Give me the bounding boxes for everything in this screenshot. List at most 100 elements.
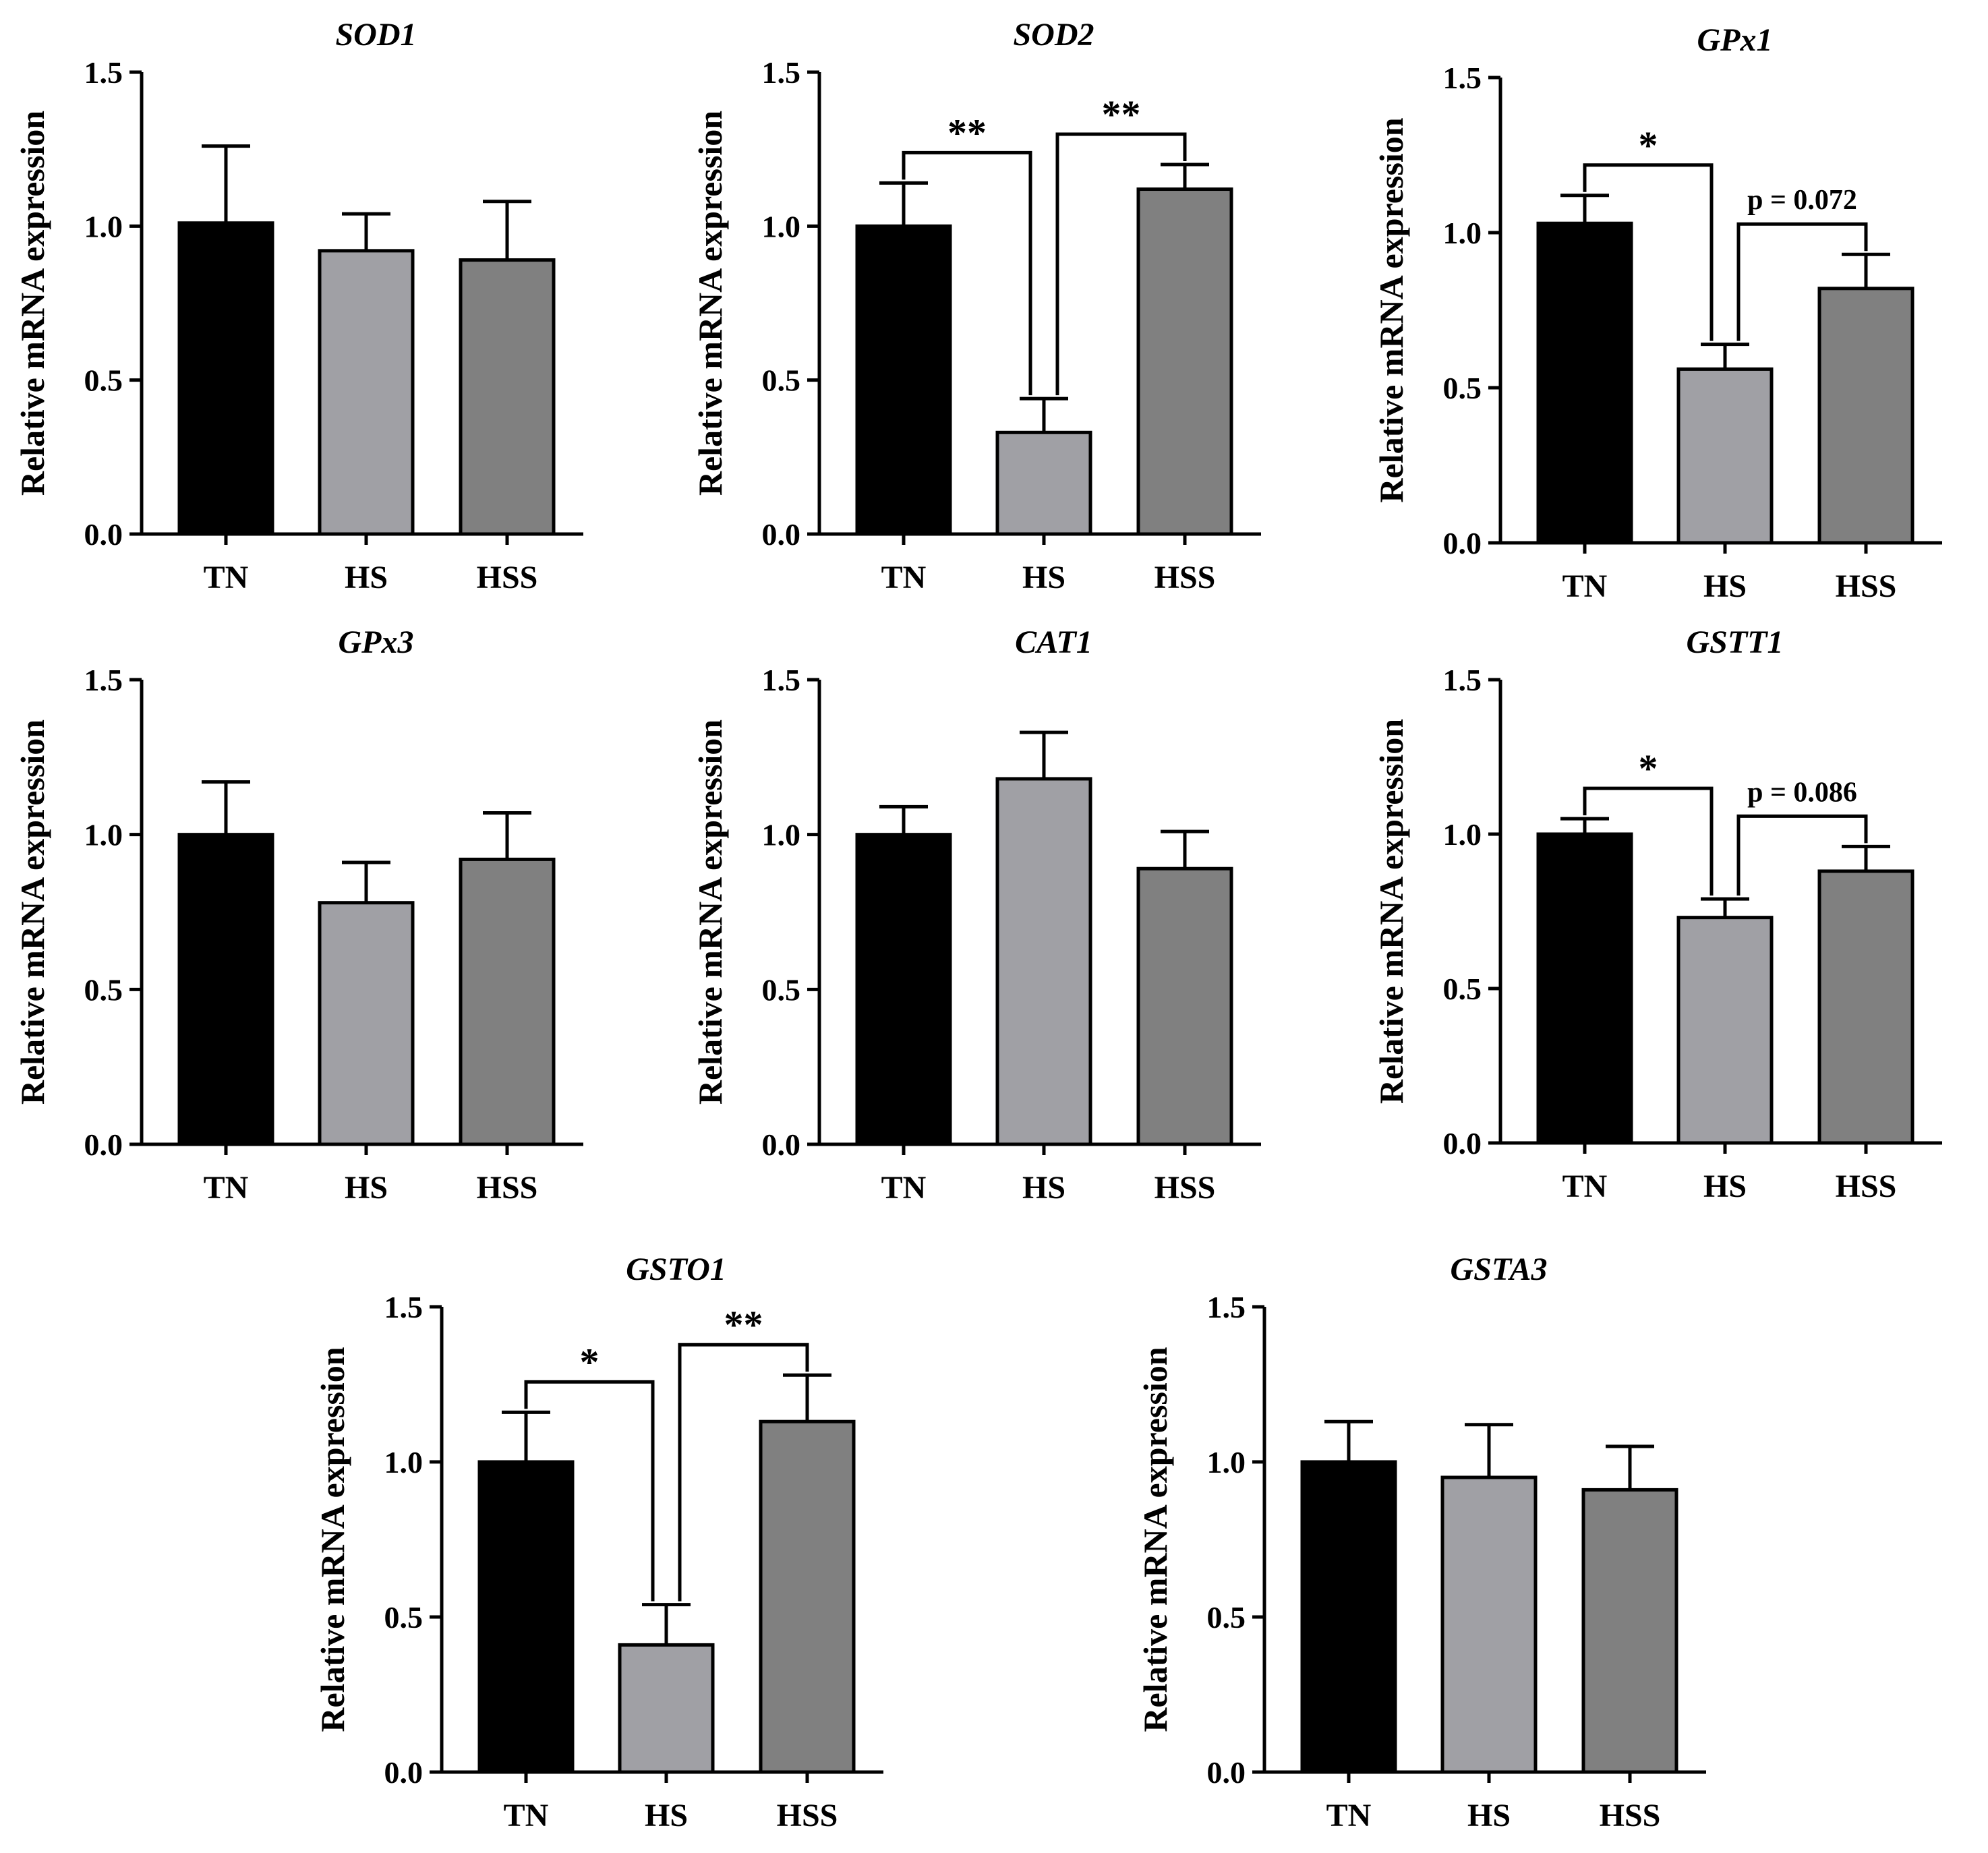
- y-axis-label: Relative mRNA expression: [13, 111, 51, 496]
- y-tick-label: 1.5: [84, 663, 123, 697]
- significance-bracket: [1736, 814, 1868, 896]
- bar-hs: [618, 1643, 715, 1774]
- panel-title: GSTA3: [1450, 1252, 1547, 1287]
- bar-tn: [855, 224, 952, 536]
- x-tick-label-tn: TN: [881, 560, 927, 595]
- x-tick-label-tn: TN: [881, 1170, 927, 1206]
- y-tick-label: 1.5: [1443, 663, 1482, 697]
- panel-title: GSTO1: [626, 1252, 726, 1287]
- x-tick-label-hs: HS: [1022, 560, 1065, 595]
- y-tick-label: 0.0: [762, 517, 801, 552]
- y-axis-label: Relative mRNA expression: [1372, 719, 1410, 1104]
- bar-tn: [177, 833, 274, 1146]
- bar-tn: [1300, 1460, 1397, 1774]
- panel-cat1: CAT1 Relative mRNA expression 0.0 0.5 1.0 1.5…: [691, 624, 1261, 1206]
- x-tick-label-hs: HS: [1703, 568, 1747, 604]
- panel-gstt1: GSTT1 Relative mRNA expression 0.0 0.5 1.0 1.…: [1372, 624, 1942, 1204]
- y-tick-label: 1.5: [384, 1290, 423, 1324]
- bar-tn: [855, 833, 952, 1146]
- x-tick-label-hs: HS: [345, 560, 388, 595]
- bar-tn: [477, 1460, 575, 1774]
- x-tick-label-hss: HSS: [1836, 568, 1897, 604]
- y-tick-label: 0.5: [1207, 1600, 1246, 1635]
- y-tick-label: 0.5: [762, 972, 801, 1007]
- significance-stars: **: [947, 111, 987, 154]
- bar-hss: [1817, 869, 1914, 1145]
- y-tick-label: 0.5: [84, 363, 123, 398]
- y-axis-label: Relative mRNA expression: [1372, 117, 1410, 502]
- p-value-label: p = 0.086: [1747, 777, 1857, 808]
- x-tick-label-tn: TN: [1562, 1169, 1608, 1204]
- y-tick-label: 0.0: [1443, 1126, 1482, 1160]
- y-tick-label: 1.5: [762, 663, 801, 697]
- bar-hss: [1136, 187, 1233, 536]
- bar-hs: [1676, 916, 1774, 1145]
- panel-gpx1: GPx1 Relative mRNA expression 0.0 0.5 1.0 1.5…: [1372, 22, 1942, 604]
- significance-stars: *: [580, 1340, 600, 1384]
- y-tick-label: 1.5: [1207, 1290, 1246, 1324]
- y-tick-label: 1.0: [384, 1445, 423, 1479]
- x-tick-label-tn: TN: [204, 560, 249, 595]
- x-tick-label-hs: HS: [345, 1170, 388, 1206]
- x-tick-label-hss: HSS: [477, 560, 538, 595]
- significance-bracket: [1583, 163, 1714, 341]
- y-tick-label: 1.5: [1443, 61, 1482, 95]
- significance-stars: **: [724, 1303, 763, 1347]
- bar-tn: [1536, 221, 1633, 545]
- x-tick-label-hss: HSS: [1154, 560, 1216, 595]
- y-tick-label: 0.0: [762, 1127, 801, 1162]
- bar-tn: [1536, 832, 1633, 1145]
- y-tick-label: 0.0: [84, 1127, 123, 1162]
- y-tick-label: 0.5: [762, 363, 801, 398]
- y-tick-label: 1.5: [762, 55, 801, 90]
- bar-hss: [1136, 866, 1233, 1146]
- panel-gsta3: GSTA3 Relative mRNA expression 0.0 0.5 1.0 1.…: [1136, 1252, 1706, 1833]
- y-tick-label: 0.5: [84, 972, 123, 1007]
- x-tick-label-hss: HSS: [777, 1798, 838, 1833]
- significance-bracket: [1583, 786, 1714, 896]
- panel-gpx3: GPx3 Relative mRNA expression 0.0 0.5 1.0 1.5…: [13, 624, 583, 1206]
- x-tick-label-hs: HS: [645, 1798, 688, 1833]
- x-tick-label-hss: HSS: [1600, 1798, 1661, 1833]
- bar-hs: [1676, 367, 1774, 545]
- y-tick-label: 0.0: [84, 517, 123, 552]
- x-tick-label-hss: HSS: [477, 1170, 538, 1206]
- x-tick-label-tn: TN: [1562, 568, 1608, 604]
- significance-stars: *: [1639, 746, 1658, 790]
- significance-bracket: [524, 1380, 655, 1601]
- bar-hs: [995, 430, 1092, 536]
- y-axis-label: Relative mRNA expression: [691, 719, 729, 1105]
- bar-hss: [459, 258, 556, 536]
- p-value-label: p = 0.072: [1747, 185, 1857, 216]
- y-tick-label: 0.0: [1207, 1755, 1246, 1790]
- bar-hs: [995, 777, 1092, 1146]
- x-tick-label-hs: HS: [1703, 1169, 1747, 1204]
- significance-bracket: [1055, 132, 1187, 396]
- panel-title: GPx3: [339, 624, 414, 660]
- y-tick-label: 1.0: [1443, 216, 1482, 250]
- y-tick-label: 1.0: [84, 209, 123, 243]
- x-tick-label-tn: TN: [1326, 1798, 1372, 1833]
- panel-title: GPx1: [1697, 22, 1773, 58]
- significance-bracket: [678, 1343, 809, 1601]
- x-tick-label-tn: TN: [204, 1170, 249, 1206]
- bar-hs: [318, 249, 415, 536]
- y-tick-label: 1.0: [762, 209, 801, 243]
- y-tick-label: 1.0: [84, 818, 123, 852]
- y-axis-label: Relative mRNA expression: [1136, 1347, 1174, 1732]
- x-tick-label-hss: HSS: [1154, 1170, 1216, 1206]
- panel-title: GSTT1: [1687, 624, 1784, 660]
- y-axis-label: Relative mRNA expression: [691, 111, 729, 496]
- panel-title: SOD1: [335, 17, 416, 53]
- bar-hss: [459, 857, 556, 1146]
- bar-hss: [1817, 287, 1914, 545]
- significance-stars: **: [1102, 92, 1141, 136]
- panel-title: CAT1: [1015, 624, 1092, 660]
- bar-hs: [1440, 1475, 1538, 1774]
- y-tick-label: 0.5: [1443, 371, 1482, 405]
- y-tick-label: 1.0: [1443, 817, 1482, 852]
- bar-hs: [318, 901, 415, 1146]
- bar-tn: [177, 221, 274, 536]
- x-tick-label-tn: TN: [504, 1798, 549, 1833]
- x-tick-label-hs: HS: [1467, 1798, 1511, 1833]
